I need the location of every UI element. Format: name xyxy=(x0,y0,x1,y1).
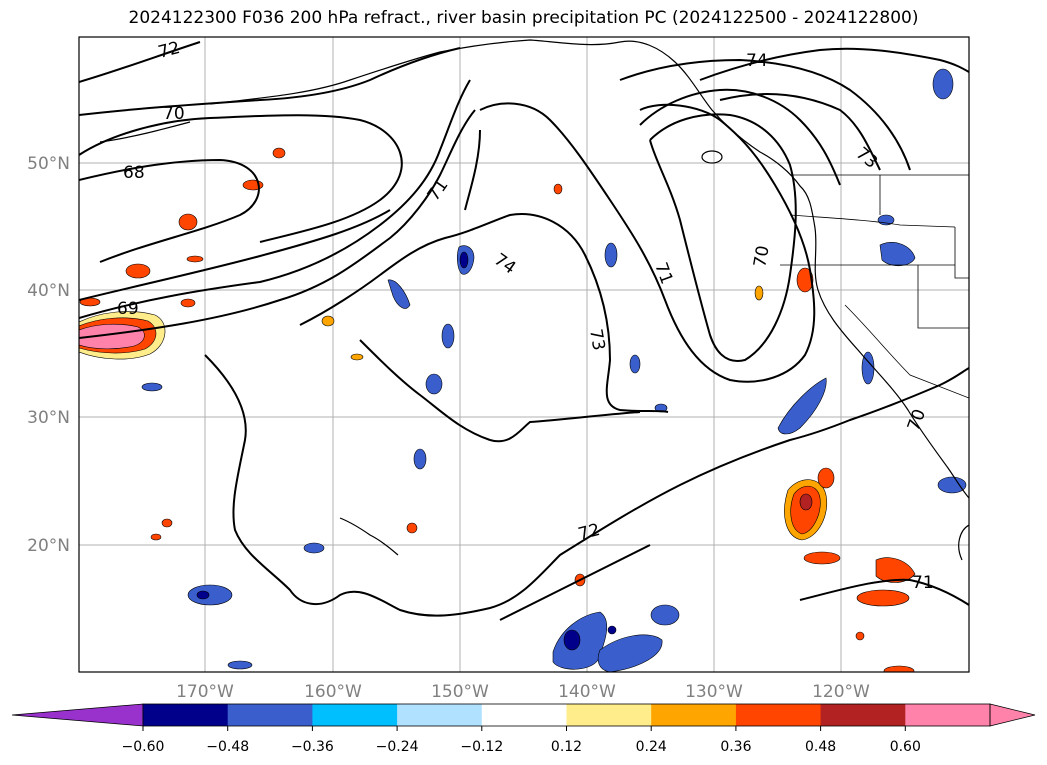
contour-label: 68 xyxy=(123,163,145,183)
colorbar-extend-high xyxy=(989,703,1036,727)
contour-label: 71 xyxy=(650,260,676,287)
colorbar-tick-label: −0.24 xyxy=(376,739,419,755)
lat-label-50n: 50°N xyxy=(27,154,70,174)
coastlines xyxy=(99,39,969,561)
colorbar-extend-low xyxy=(11,703,144,727)
page-title: 2024122300 F036 200 hPa refract., river … xyxy=(128,8,919,28)
colorbar-tick-label: −0.12 xyxy=(460,739,503,755)
map-area: 72 70 68 69 71 74 73 71 70 74 73 72 71 7… xyxy=(79,37,969,672)
colorbar-segment xyxy=(566,704,652,726)
colorbar-segment xyxy=(735,704,822,726)
lon-label-140w: 140°W xyxy=(558,682,616,702)
contour-label: 71 xyxy=(424,176,453,205)
contour-label: 72 xyxy=(156,38,182,63)
latitude-labels: 50°N 40°N 30°N 20°N xyxy=(27,154,70,556)
lon-label-130w: 130°W xyxy=(685,682,743,702)
colorbar-tick-label: 0.24 xyxy=(636,739,667,755)
contour-label: 70 xyxy=(750,244,773,269)
colorbar-segment xyxy=(312,704,398,726)
contour-label: 74 xyxy=(490,250,519,279)
precipitation-shading xyxy=(79,68,967,672)
contour-label: 71 xyxy=(912,573,934,593)
lon-label-160w: 160°W xyxy=(304,682,362,702)
colorbar-tick-label: −0.48 xyxy=(206,739,249,755)
colorbar-segment xyxy=(143,704,229,726)
contour-label: 69 xyxy=(117,299,139,319)
colorbar-segment xyxy=(481,704,567,726)
lat-label-20n: 20°N xyxy=(27,536,70,556)
gridlines xyxy=(79,37,969,672)
colorbar-segment xyxy=(905,704,991,726)
colorbar-segment xyxy=(651,704,737,726)
lat-label-30n: 30°N xyxy=(27,408,70,428)
lon-label-120w: 120°W xyxy=(812,682,870,702)
contour-label: 73 xyxy=(852,144,881,173)
refractivity-contours xyxy=(79,41,969,621)
colorbar-tick-label: 0.36 xyxy=(720,739,751,755)
colorbar-tick-label: −0.36 xyxy=(291,739,334,755)
colorbar-segment xyxy=(227,704,313,726)
colorbar-tick-label: −0.60 xyxy=(122,739,165,755)
colorbar-tick-label: 0.48 xyxy=(805,739,836,755)
colorbar-tick-label: 0.12 xyxy=(551,739,582,755)
longitude-labels: 170°W 160°W 150°W 140°W 130°W 120°W xyxy=(176,682,870,702)
colorbar-segment xyxy=(820,704,906,726)
contour-label: 72 xyxy=(576,520,602,545)
colorbar-segment xyxy=(397,704,483,726)
lon-label-170w: 170°W xyxy=(176,682,234,702)
lon-label-150w: 150°W xyxy=(431,682,489,702)
lat-label-40n: 40°N xyxy=(27,281,70,301)
contour-label: 70 xyxy=(163,104,185,124)
map-frame xyxy=(78,36,970,673)
contour-label: 74 xyxy=(746,51,768,71)
colorbar-tick-label: 0.60 xyxy=(890,739,921,755)
contour-label: 73 xyxy=(585,327,608,352)
colorbar: −0.60 −0.48 −0.36 −0.24 −0.12 0.12 0.24 0.36 0.4… xyxy=(11,703,1036,755)
